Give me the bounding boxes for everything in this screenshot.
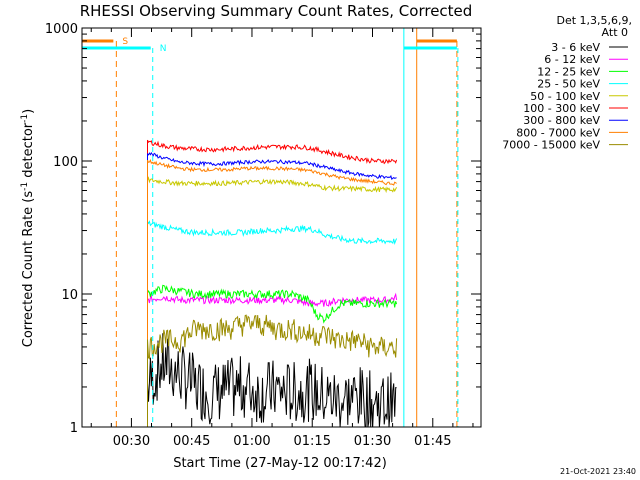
- y-axis-label-main: Corrected Count Rate (s: [21, 191, 36, 348]
- legend-label: 3 - 6 keV: [551, 41, 600, 54]
- series-layer: [147, 139, 398, 427]
- y-tick-label: 10: [61, 288, 78, 303]
- legend-label: 100 - 300 keV: [523, 102, 600, 115]
- series-line: [147, 333, 397, 427]
- legend-label: 6 - 12 keV: [544, 53, 600, 66]
- y-tick-label: 100: [53, 155, 78, 170]
- y-axis-label: Corrected Count Rate (s-1 detector-1): [20, 109, 36, 347]
- saa-flag-label: S: [122, 37, 128, 47]
- legend-label: 800 - 7000 keV: [516, 126, 600, 139]
- legend-header: Det 1,3,5,6,9,: [556, 14, 632, 27]
- flag-layer: SN: [82, 28, 459, 427]
- chart-title: RHESSI Observing Summary Count Rates, Co…: [80, 2, 473, 20]
- y-tick-label: 1000: [45, 22, 78, 37]
- legend-header: Att 0: [602, 26, 628, 39]
- series-line: [147, 151, 397, 427]
- series-line: [147, 139, 398, 427]
- y-tick-label: 1: [70, 421, 78, 436]
- x-tick-label: 01:00: [233, 434, 270, 449]
- x-tick-label: 01:15: [294, 434, 331, 449]
- legend-label: 25 - 50 keV: [537, 78, 600, 91]
- legend-label: 300 - 800 keV: [523, 114, 600, 127]
- series-line: [147, 176, 398, 427]
- x-axis-label: Start Time (27-May-12 00:17:42): [173, 456, 387, 471]
- x-tick-label: 00:30: [113, 434, 150, 449]
- legend-label: 50 - 100 keV: [530, 90, 600, 103]
- night-flag-label: N: [160, 44, 167, 54]
- legend-label: 12 - 25 keV: [537, 65, 600, 78]
- y-axis-label-sup2: -1: [20, 114, 30, 123]
- axis-layer: 00:30 00:45 01:00 01:15 01:30 01:45 1 10 100 1000: [45, 22, 481, 449]
- x-tick-label: 01:45: [414, 434, 451, 449]
- series-line: [147, 314, 398, 427]
- y-axis-label-mid: detector: [21, 122, 36, 182]
- x-tick-label: 01:30: [354, 434, 391, 449]
- legend-label: 7000 - 15000 keV: [502, 139, 600, 152]
- footer-timestamp: 21-Oct-2021 23:40: [560, 467, 636, 476]
- x-tick-label: 00:45: [173, 434, 210, 449]
- series-line: [147, 159, 397, 427]
- y-axis-label-sup1: -1: [20, 182, 30, 191]
- plot-frame: [81, 27, 482, 428]
- y-axis-label-end: ): [21, 109, 36, 114]
- series-line: [147, 284, 398, 427]
- series-line: [147, 219, 398, 427]
